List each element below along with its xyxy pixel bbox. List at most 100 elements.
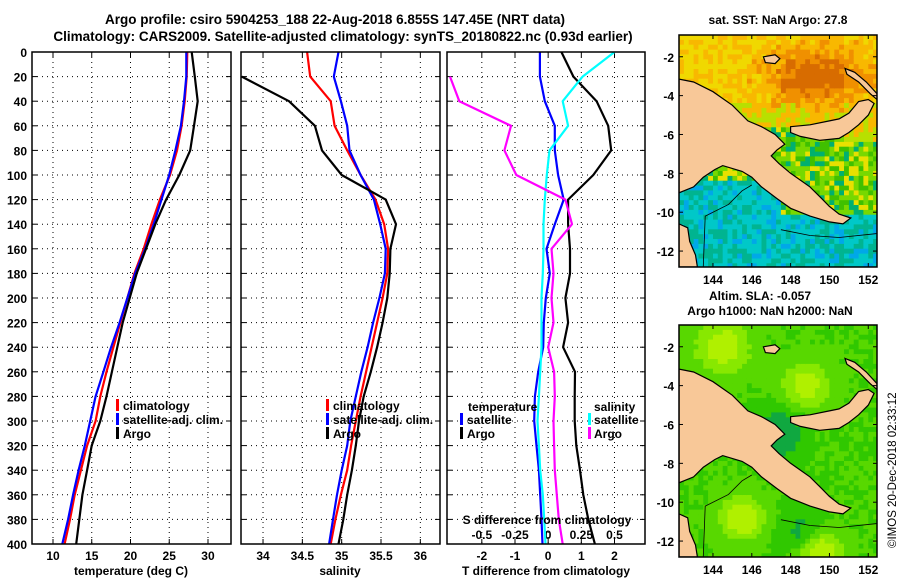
map-cell — [795, 137, 801, 143]
map-cell — [766, 548, 772, 554]
map-cell — [810, 175, 816, 182]
map-cell — [819, 397, 826, 404]
map-cell — [771, 103, 777, 109]
map-cell — [873, 368, 877, 375]
map-cell — [810, 39, 816, 46]
map-cell — [742, 253, 748, 260]
contour-line — [780, 519, 877, 528]
map-cell — [722, 543, 729, 550]
map-cell — [785, 436, 792, 443]
map-cell — [863, 146, 869, 153]
map-cell — [829, 431, 835, 438]
land-mass — [762, 54, 781, 65]
map-cell — [766, 229, 772, 235]
map-cell — [844, 325, 850, 331]
map-cell — [776, 73, 782, 80]
map-cell — [713, 475, 719, 482]
map-cell — [751, 39, 758, 46]
map-cell — [688, 219, 695, 226]
map-cell — [717, 509, 724, 516]
map-cell — [834, 156, 840, 162]
map-cell — [703, 548, 709, 554]
map-cell — [742, 258, 748, 264]
map-cell — [834, 363, 840, 370]
map-cell — [829, 359, 835, 365]
map-cell — [785, 431, 792, 438]
map-cell — [834, 243, 840, 250]
map-cell — [800, 54, 806, 60]
map-cell — [761, 359, 767, 365]
map-cell — [717, 504, 724, 511]
map-cell — [863, 209, 869, 216]
map-cell — [761, 378, 767, 384]
map-cell — [848, 456, 855, 462]
map-cell — [848, 485, 855, 491]
map-cell — [790, 49, 797, 56]
map-cell — [839, 519, 845, 525]
map-cell — [776, 538, 782, 545]
map-cell — [737, 359, 743, 365]
map-cell — [814, 229, 821, 235]
map-cell — [780, 64, 787, 70]
map-cell — [839, 553, 845, 557]
map-cell — [819, 117, 826, 124]
map-cell — [679, 195, 685, 201]
map-cell — [742, 514, 748, 520]
map-cell — [790, 253, 797, 260]
map-cell — [848, 243, 855, 250]
map-cell — [785, 543, 792, 550]
map-cell — [819, 64, 826, 70]
map-cell — [751, 219, 758, 226]
map-cell — [844, 548, 850, 554]
map-cell — [873, 35, 877, 41]
map-cell — [722, 248, 729, 255]
map-cell — [698, 495, 704, 501]
map-cell — [810, 224, 816, 230]
map-cell — [834, 141, 840, 148]
map-cell — [683, 325, 690, 331]
map-cell — [868, 229, 874, 235]
y-tick-label: 260 — [7, 366, 27, 380]
map-cell — [844, 180, 850, 187]
map-cell — [848, 519, 855, 525]
map-cell — [713, 354, 719, 360]
map-cell — [800, 83, 806, 90]
map-cell — [780, 349, 787, 355]
map-cell — [703, 253, 709, 260]
map-cell — [844, 93, 850, 99]
map-cell — [693, 253, 700, 260]
map-cell — [746, 359, 753, 365]
map-cell — [679, 325, 685, 331]
map-cell — [829, 35, 835, 41]
map-cell — [839, 329, 845, 336]
map-cell — [795, 146, 801, 153]
map-cell — [800, 402, 806, 409]
map-cell — [751, 368, 758, 375]
map-cell — [819, 514, 826, 520]
map-cell — [824, 224, 831, 230]
map-cell — [737, 234, 743, 240]
map-cell — [771, 209, 777, 216]
map-cell — [708, 200, 714, 206]
map-cell — [737, 83, 743, 90]
map-cell — [829, 224, 835, 230]
map-cell — [848, 470, 855, 477]
map-cell — [800, 504, 806, 511]
map-cell — [771, 98, 777, 104]
map-cell — [708, 229, 714, 235]
map-cell — [829, 543, 835, 550]
map-cell — [814, 339, 821, 346]
map-cell — [848, 344, 855, 350]
map-cell — [829, 553, 835, 557]
map-cell — [708, 59, 714, 65]
map-cell — [780, 388, 787, 394]
map-cell — [795, 73, 801, 80]
map-cell — [868, 441, 874, 448]
map-cell — [717, 166, 724, 172]
map-cell — [713, 73, 719, 80]
map-cell — [814, 383, 821, 389]
map-cell — [756, 393, 763, 399]
map-cell — [873, 78, 877, 85]
map-cell — [805, 402, 811, 409]
map-cell — [814, 258, 821, 264]
